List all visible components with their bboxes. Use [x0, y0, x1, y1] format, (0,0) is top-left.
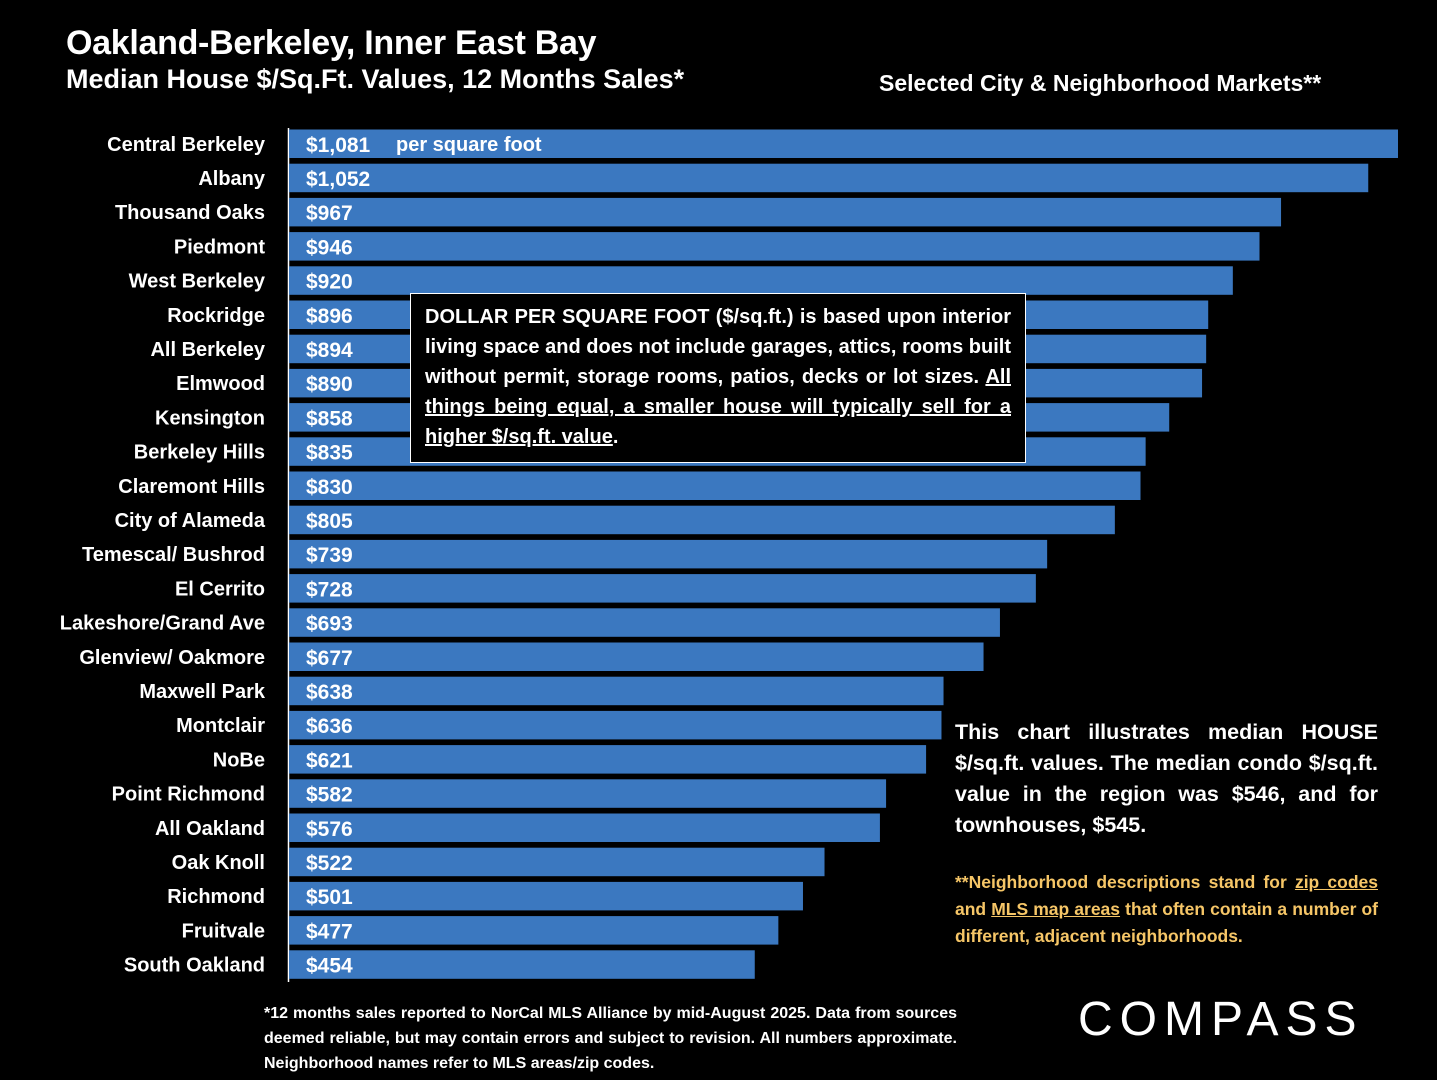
value-label: $621	[306, 749, 353, 772]
dollar-per-sqft-callout: DOLLAR PER SQUARE FOOT ($/sq.ft.) is bas…	[410, 293, 1026, 463]
bar	[289, 676, 944, 706]
category-label: All Oakland	[155, 818, 265, 840]
value-label: $805	[306, 510, 353, 533]
category-label: Claremont Hills	[118, 476, 265, 498]
bar	[289, 129, 1398, 158]
house-values-note: This chart illustrates median HOUSE $/sq…	[955, 720, 1378, 837]
category-label: Point Richmond	[112, 784, 265, 806]
bar-chart: Central Berkeley $1,081 per square foot Alb…	[60, 128, 1398, 982]
value-label: $920	[306, 271, 353, 294]
category-label: Lakeshore/Grand Ave	[60, 613, 265, 635]
markets-label: Selected City & Neighborhood Markets**	[879, 70, 1322, 96]
chart-subtitle: Median House $/Sq.Ft. Values, 12 Months …	[66, 64, 685, 94]
bar	[289, 642, 984, 671]
category-label: Central Berkeley	[107, 134, 266, 156]
footnote: *12 months sales reported to NorCal MLS …	[264, 1005, 957, 1072]
mls-map-areas-link[interactable]: MLS map areas	[991, 899, 1121, 919]
value-label: $522	[306, 852, 353, 875]
bar	[289, 539, 1048, 569]
value-label: $896	[306, 305, 353, 328]
value-label: $677	[306, 647, 353, 670]
bar	[289, 608, 1000, 637]
category-label: All Berkeley	[150, 339, 265, 361]
category-label: Elmwood	[176, 373, 265, 395]
value-label: $1,052	[306, 168, 370, 191]
neighborhood-description-note: **Neighborhood descriptions stand for zi…	[955, 869, 1378, 950]
bar	[289, 745, 927, 774]
category-label: West Berkeley	[129, 271, 266, 293]
bar	[289, 916, 779, 945]
bar	[289, 471, 1141, 500]
category-label: South Oakland	[124, 955, 265, 977]
compass-logo: COMPASS	[1078, 993, 1364, 1046]
category-label: Maxwell Park	[139, 681, 266, 703]
callout-end: .	[612, 426, 619, 448]
value-label: $576	[306, 818, 353, 841]
category-label: El Cerrito	[175, 578, 265, 600]
bar	[289, 950, 755, 979]
bar	[289, 881, 803, 911]
note2-part2: and	[955, 899, 992, 919]
category-label: Glenview/ Oakmore	[79, 647, 265, 669]
value-label: $858	[306, 407, 353, 430]
bar	[289, 197, 1282, 227]
category-label: Piedmont	[174, 236, 265, 258]
callout-text: DOLLAR PER SQUARE FOOT ($/sq.ft.) is bas…	[425, 306, 1011, 388]
category-label: Thousand Oaks	[115, 202, 265, 224]
value-label: $967	[306, 202, 353, 225]
category-label: Albany	[198, 168, 266, 190]
bar	[289, 232, 1260, 261]
note2-part3: that often contain a number of different…	[955, 899, 1378, 946]
category-label: Temescal/ Bushrod	[82, 544, 265, 566]
value-label: $501	[306, 886, 353, 909]
chart-title: Oakland-Berkeley, Inner East Bay	[66, 24, 597, 62]
value-label: $728	[306, 578, 353, 601]
bar	[289, 505, 1115, 535]
unit-label: per square foot	[396, 134, 542, 156]
zip-codes-link[interactable]: zip codes	[1294, 872, 1378, 892]
value-label: $946	[306, 236, 353, 259]
category-label: Montclair	[176, 715, 265, 737]
value-label: $739	[306, 544, 353, 567]
bar	[289, 710, 942, 740]
category-label: NoBe	[213, 749, 265, 771]
category-label: Kensington	[155, 407, 265, 429]
bar	[289, 574, 1036, 603]
value-label: $636	[306, 715, 353, 738]
bar	[289, 266, 1233, 295]
bar	[289, 163, 1369, 193]
category-label: Richmond	[167, 886, 265, 908]
category-label: Rockridge	[167, 305, 265, 327]
value-label: $454	[306, 955, 353, 978]
value-label: $890	[306, 373, 353, 396]
bar	[289, 813, 880, 842]
category-label: Berkeley Hills	[134, 442, 265, 464]
note2-part1: **Neighborhood descriptions stand for	[955, 872, 1295, 892]
value-label: $582	[306, 784, 353, 807]
category-label: Oak Knoll	[172, 852, 265, 874]
bar	[289, 847, 825, 877]
value-label: $835	[306, 442, 353, 465]
value-label: $693	[306, 613, 353, 636]
category-label: City of Alameda	[115, 510, 266, 532]
value-label: $638	[306, 681, 353, 704]
callout-underlined-text: All things being equal, a smaller house …	[425, 366, 1011, 448]
value-label: $1,081	[306, 134, 371, 157]
value-label: $894	[306, 339, 353, 362]
value-label: $477	[306, 920, 353, 943]
bar	[289, 779, 887, 808]
category-label: Fruitvale	[182, 920, 265, 942]
value-label: $830	[306, 476, 353, 499]
